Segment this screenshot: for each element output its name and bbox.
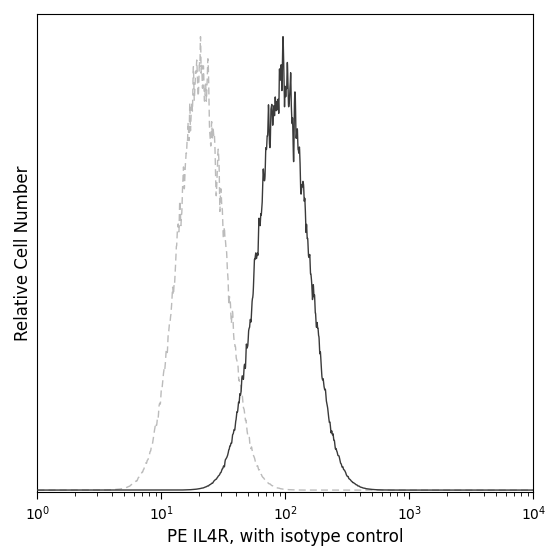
Y-axis label: Relative Cell Number: Relative Cell Number (14, 165, 32, 341)
X-axis label: PE IL4R, with isotype control: PE IL4R, with isotype control (167, 528, 404, 546)
